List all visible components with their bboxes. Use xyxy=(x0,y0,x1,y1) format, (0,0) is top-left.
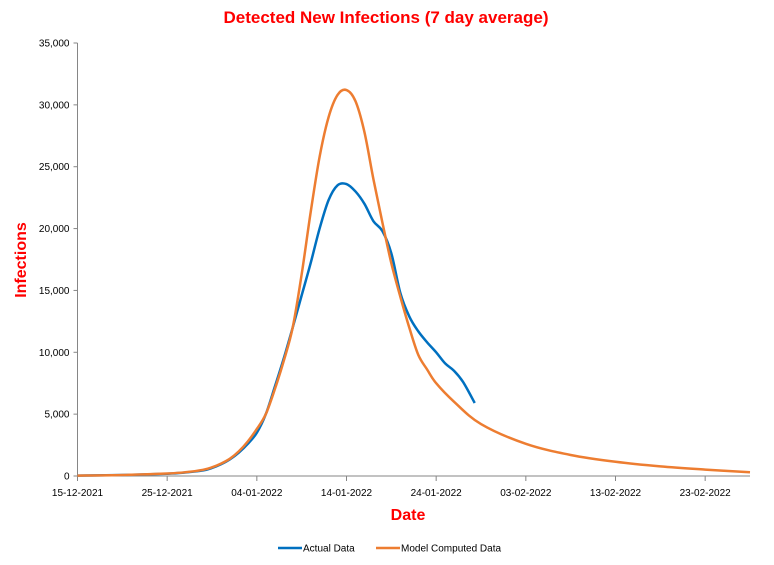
y-tick-label: 35,000 xyxy=(39,39,70,50)
series-line-actual-data xyxy=(77,182,476,477)
y-tick-label: 20,000 xyxy=(39,224,70,235)
y-tick-label: 5,000 xyxy=(44,410,69,421)
x-tick-label: 04-01-2022 xyxy=(231,488,283,499)
x-tick-label: 14-01-2022 xyxy=(321,488,373,499)
y-axis-label: Infections xyxy=(13,222,30,298)
x-tick-label: 23-02-2022 xyxy=(680,488,732,499)
legend-label: Actual Data xyxy=(303,544,355,555)
x-tick-label: 24-01-2022 xyxy=(411,488,463,499)
x-tick-label: 13-02-2022 xyxy=(590,488,642,499)
y-tick-label: 25,000 xyxy=(39,162,70,173)
x-tick-label: 15-12-2021 xyxy=(52,488,104,499)
x-tick-label: 03-02-2022 xyxy=(500,488,552,499)
x-tick-label: 25-12-2021 xyxy=(142,488,194,499)
legend-label: Model Computed Data xyxy=(401,544,501,555)
series-line-model-computed-data xyxy=(77,88,751,477)
y-tick-label: 0 xyxy=(64,472,70,483)
chart-title: Detected New Infections (7 day average) xyxy=(223,8,548,27)
y-tick-label: 30,000 xyxy=(39,100,70,111)
x-axis-label: Date xyxy=(391,507,426,524)
y-tick-label: 15,000 xyxy=(39,286,70,297)
y-tick-label: 10,000 xyxy=(39,348,70,359)
